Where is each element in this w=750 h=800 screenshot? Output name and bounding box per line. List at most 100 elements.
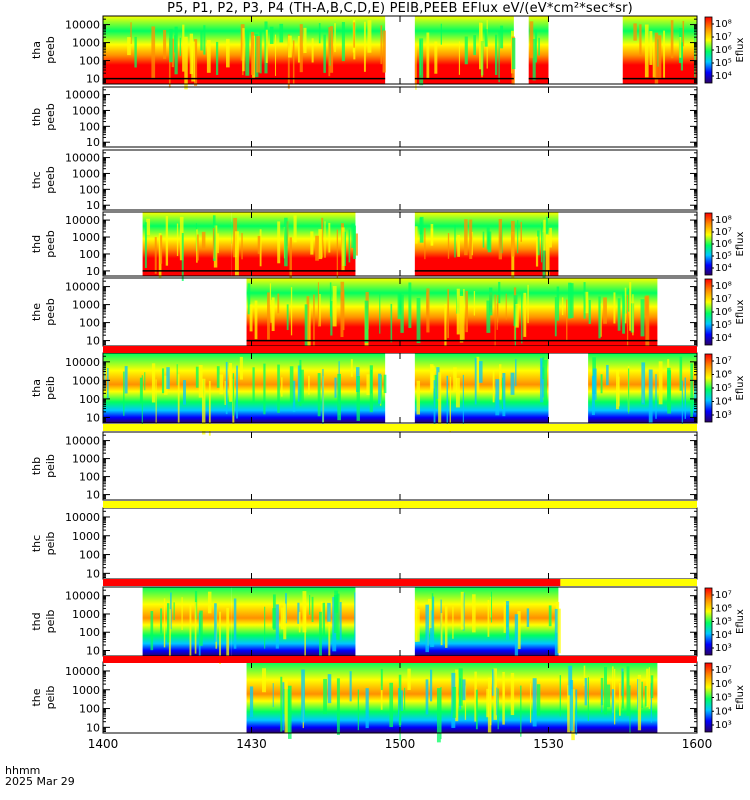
spectral-streak bbox=[292, 380, 296, 412]
panel-label-probe: thb bbox=[30, 108, 43, 126]
spectral-streak bbox=[301, 669, 305, 723]
spectral-streak bbox=[330, 301, 333, 336]
spectral-streak bbox=[543, 219, 546, 251]
spectral-streak bbox=[424, 228, 426, 260]
spectral-streak bbox=[179, 37, 182, 56]
spectral-streak bbox=[369, 365, 373, 413]
spectral-streak bbox=[229, 362, 232, 402]
spectral-streak bbox=[181, 232, 184, 282]
spectral-streak bbox=[554, 297, 557, 337]
spectral-streak bbox=[587, 677, 589, 721]
colorbar-tick-label: 10⁷ bbox=[715, 590, 732, 601]
spectral-streak bbox=[168, 609, 171, 662]
spectral-streak bbox=[546, 216, 548, 234]
y-tick-label: 1000 bbox=[72, 299, 100, 312]
spectral-streak bbox=[556, 286, 560, 321]
spectral-streak bbox=[340, 281, 345, 301]
spectral-streak bbox=[606, 684, 611, 708]
panel-the-peib: 10 100 1000 10000 the peib 10⁷ 10⁶ 10⁵ 10⁴ 10³Eflu… bbox=[30, 661, 746, 743]
spectral-streak bbox=[144, 222, 147, 268]
panel-frame bbox=[102, 86, 698, 148]
spectral-streak bbox=[236, 365, 238, 419]
spectral-streak bbox=[348, 229, 351, 263]
spectral-streak bbox=[297, 36, 301, 63]
spectral-streak bbox=[311, 596, 314, 623]
spectral-streak bbox=[242, 28, 245, 72]
spectral-streak bbox=[232, 373, 235, 416]
spectral-streak bbox=[208, 380, 211, 436]
spectral-streak bbox=[655, 374, 657, 419]
spectral-streak bbox=[350, 359, 353, 377]
spectral-streak bbox=[473, 291, 476, 316]
spectral-streak bbox=[457, 234, 460, 257]
spectral-streak bbox=[195, 366, 199, 388]
spectral-streak bbox=[284, 217, 288, 267]
spectral-streak bbox=[163, 375, 168, 395]
spectral-streak bbox=[541, 222, 543, 263]
date-label: 2025 Mar 29 bbox=[5, 775, 75, 788]
spectral-streak bbox=[415, 226, 418, 244]
spectral-streak bbox=[444, 304, 447, 351]
spectral-streak bbox=[398, 674, 402, 726]
spectral-streak bbox=[650, 675, 654, 699]
spectral-streak bbox=[323, 34, 326, 73]
spectral-streak bbox=[318, 23, 321, 44]
spectral-streak bbox=[298, 611, 301, 633]
y-tick-label: 1000 bbox=[72, 453, 100, 466]
spectral-streak bbox=[479, 361, 483, 383]
colorbar-tick-label: 10³ bbox=[715, 643, 732, 654]
spectral-streak bbox=[219, 374, 224, 395]
spectral-streak bbox=[265, 29, 268, 63]
spectral-streak bbox=[641, 362, 646, 405]
spectral-streak bbox=[328, 602, 331, 657]
spectral-streak bbox=[315, 235, 319, 261]
spectral-streak bbox=[177, 374, 180, 424]
spectral-streak bbox=[527, 284, 529, 324]
panel-label-probe: tha bbox=[30, 41, 43, 59]
quality-flag-bar bbox=[103, 424, 697, 431]
spectral-streak bbox=[333, 595, 338, 634]
spectral-streak bbox=[353, 22, 355, 48]
spectral-streak bbox=[357, 689, 360, 731]
colorbar-label: Eflux bbox=[735, 37, 746, 62]
spectral-streak bbox=[318, 229, 323, 260]
spectral-streak bbox=[216, 366, 220, 388]
panel-label-product: peeb bbox=[44, 103, 57, 131]
spectral-streak bbox=[464, 685, 467, 720]
spectral-streak bbox=[646, 668, 649, 708]
spectral-streak bbox=[606, 364, 609, 386]
spectral-streak bbox=[274, 34, 277, 76]
y-tick-label: 10000 bbox=[65, 511, 100, 524]
spectral-streak bbox=[311, 38, 314, 63]
colorbar-tick-label: 10⁸ bbox=[715, 281, 732, 292]
spectral-streak bbox=[629, 685, 631, 733]
spectral-streak bbox=[382, 30, 386, 73]
spectral-streak bbox=[536, 684, 541, 716]
spectral-streak bbox=[390, 303, 393, 343]
spectral-streak bbox=[356, 376, 360, 421]
y-tick-label: 100 bbox=[79, 248, 100, 261]
colorbar-tick-label: 10⁴ bbox=[715, 706, 732, 717]
spectral-streak bbox=[170, 592, 172, 630]
spectral-streak bbox=[501, 377, 504, 410]
spectral-streak bbox=[199, 610, 203, 646]
spectral-streak bbox=[380, 25, 383, 65]
spectral-streak bbox=[292, 40, 295, 84]
colorbar-tick-label: 10⁴ bbox=[715, 630, 732, 641]
spectral-streak bbox=[336, 229, 339, 279]
data-segment bbox=[103, 353, 386, 423]
spectral-streak bbox=[498, 281, 501, 304]
y-tick-label: 100 bbox=[79, 120, 100, 133]
panel-frame bbox=[102, 431, 698, 501]
spectral-streak bbox=[520, 685, 522, 737]
spectral-streak bbox=[453, 367, 457, 392]
spectral-streak bbox=[302, 591, 307, 633]
colorbar-tick-label: 10⁶ bbox=[715, 679, 732, 690]
panel-label-product: peeb bbox=[44, 166, 57, 194]
y-tick-label: 1000 bbox=[72, 167, 100, 180]
y-tick-label: 100 bbox=[79, 626, 100, 639]
spectral-streak bbox=[163, 598, 166, 648]
spectral-streak bbox=[415, 42, 417, 90]
panel-the-peeb: 10 100 1000 10000 the peeb 10⁸ 10⁷ 10⁶ 10⁵ 10⁴Eflu… bbox=[30, 277, 746, 355]
spectral-streak bbox=[323, 678, 327, 714]
